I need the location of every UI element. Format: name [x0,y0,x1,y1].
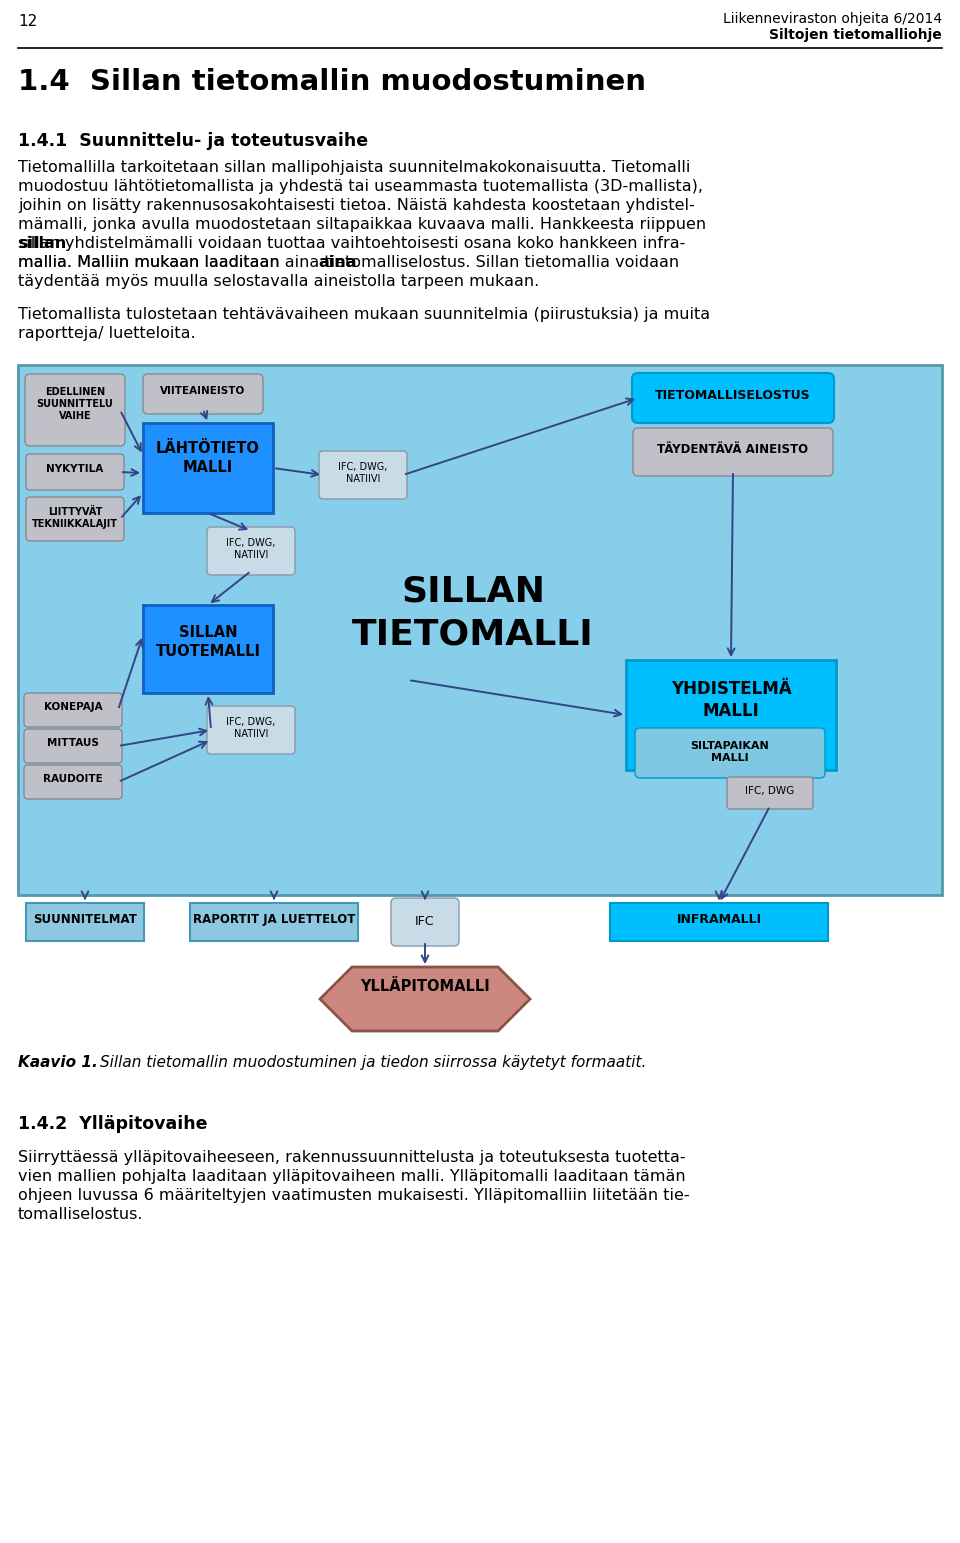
Bar [190,903,358,941]
Text: 1.4.1  Suunnittelu- ja toteutusvaihe: 1.4.1 Suunnittelu- ja toteutusvaihe [18,133,368,150]
Text: IFC, DWG,
NATIIVI: IFC, DWG, NATIIVI [227,717,276,739]
Text: mämalli, jonka avulla muodostetaan siltapaikkaa kuvaava malli. Hankkeesta riippu: mämalli, jonka avulla muodostetaan silta… [18,218,707,231]
Text: Tietomallilla tarkoitetaan sillan mallipohjaista suunnitelmakokonaisuutta. Tieto: Tietomallilla tarkoitetaan sillan mallip… [18,160,690,174]
Bar [626,660,836,770]
Text: Kaavio 1.: Kaavio 1. [18,1055,98,1069]
FancyBboxPatch shape [26,454,124,491]
Text: mallia. Malliin mukaan laaditaan aina tietomalliselostus. Sillan tietomallia voi: mallia. Malliin mukaan laaditaan aina ti… [18,255,679,270]
Bar [18,366,942,895]
Text: SILTAPAIKAN
MALLI: SILTAPAIKAN MALLI [690,741,769,762]
FancyBboxPatch shape [26,497,124,542]
Text: Liikenneviraston ohjeita 6/2014: Liikenneviraston ohjeita 6/2014 [723,12,942,26]
Bar [26,903,144,941]
Text: 1.4  Sillan tietomallin muodostuminen: 1.4 Sillan tietomallin muodostuminen [18,68,646,96]
Bar [143,423,273,512]
Text: 12: 12 [18,14,37,29]
Text: RAUDOITE: RAUDOITE [43,775,103,784]
Text: raportteja/ luetteloita.: raportteja/ luetteloita. [18,326,196,341]
FancyBboxPatch shape [632,373,834,423]
Text: MITTAUS: MITTAUS [47,738,99,748]
Text: Tietomallista tulostetaan tehtävävaiheen mukaan suunnitelmia (piirustuksia) ja m: Tietomallista tulostetaan tehtävävaiheen… [18,307,710,322]
FancyBboxPatch shape [319,451,407,498]
FancyBboxPatch shape [143,373,263,414]
FancyBboxPatch shape [24,765,122,799]
Text: YLLÄPITOMALLI: YLLÄPITOMALLI [360,978,490,994]
FancyBboxPatch shape [25,373,125,446]
FancyBboxPatch shape [391,898,459,946]
Text: SUUNNITELMAT: SUUNNITELMAT [33,913,137,926]
Text: KONEPAJA: KONEPAJA [44,702,103,711]
Text: SILLAN
TIETOMALLI: SILLAN TIETOMALLI [352,576,594,651]
Text: ohjeen luvussa 6 määriteltyjen vaatimusten mukaisesti. Ylläpitomalliin liitetään: ohjeen luvussa 6 määriteltyjen vaatimust… [18,1188,689,1204]
Text: IFC: IFC [416,915,435,927]
Text: LIITTYVÄT
TEKNIIKKALAJIT: LIITTYVÄT TEKNIIKKALAJIT [32,508,118,529]
Text: LÄHTÖTIETO
MALLI: LÄHTÖTIETO MALLI [156,441,260,475]
Text: VIITEAINEISTO: VIITEAINEISTO [160,386,246,397]
FancyBboxPatch shape [207,707,295,755]
Text: sillan: sillan [18,236,66,252]
Text: 1.4.2  Ylläpitovaihe: 1.4.2 Ylläpitovaihe [18,1116,207,1133]
Text: Siltojen tietomalliohje: Siltojen tietomalliohje [769,28,942,42]
FancyBboxPatch shape [24,728,122,762]
Polygon shape [320,967,530,1031]
Bar [610,903,828,941]
Text: NYKYTILA: NYKYTILA [46,464,104,474]
Text: sillan yhdistelmämalli voidaan tuottaa vaihtoehtoisesti osana koko hankkeen infr: sillan yhdistelmämalli voidaan tuottaa v… [18,236,685,252]
Text: täydentää myös muulla selostavalla aineistolla tarpeen mukaan.: täydentää myös muulla selostavalla ainei… [18,275,540,289]
Text: mallia. Malliin mukaan laaditaan: mallia. Malliin mukaan laaditaan [18,255,285,270]
Text: vien mallien pohjalta laaditaan ylläpitovaiheen malli. Ylläpitomalli laaditaan t: vien mallien pohjalta laaditaan ylläpito… [18,1170,685,1183]
Text: IFC, DWG,
NATIIVI: IFC, DWG, NATIIVI [338,461,388,485]
Text: TÄYDENTÄVÄ AINEISTO: TÄYDENTÄVÄ AINEISTO [658,443,808,457]
FancyBboxPatch shape [633,427,833,475]
FancyBboxPatch shape [635,728,825,778]
Text: Siirryttäessä ylläpitovaiheeseen, rakennussuunnittelusta ja toteutuksesta tuotet: Siirryttäessä ylläpitovaiheeseen, rakenn… [18,1150,685,1165]
Text: joihin on lisätty rakennusosakohtaisesti tietoa. Näistä kahdesta koostetaan yhdi: joihin on lisätty rakennusosakohtaisesti… [18,198,695,213]
Text: INFRAMALLI: INFRAMALLI [677,913,761,926]
Text: IFC, DWG,
NATIIVI: IFC, DWG, NATIIVI [227,539,276,560]
FancyBboxPatch shape [727,778,813,809]
Text: IFC, DWG: IFC, DWG [745,785,795,796]
Text: RAPORTIT JA LUETTELOT: RAPORTIT JA LUETTELOT [193,913,355,926]
FancyBboxPatch shape [24,693,122,727]
Text: Sillan tietomallin muodostuminen ja tiedon siirrossa käytetyt formaatit.: Sillan tietomallin muodostuminen ja tied… [100,1055,646,1069]
Text: TIETOMALLISELOSTUS: TIETOMALLISELOSTUS [655,389,811,403]
Text: SILLAN
TUOTEMALLI: SILLAN TUOTEMALLI [156,625,260,659]
Text: tomalliselostus.: tomalliselostus. [18,1207,143,1222]
Text: aina: aina [318,255,356,270]
Text: YHDISTELMÄ
MALLI: YHDISTELMÄ MALLI [671,680,791,721]
FancyBboxPatch shape [207,528,295,576]
Bar [143,605,273,693]
Text: EDELLINEN
SUUNNITTELU
VAIHE: EDELLINEN SUUNNITTELU VAIHE [36,387,113,421]
Text: muodostuu lähtötietomallista ja yhdestä tai useammasta tuotemallista (3D-mallist: muodostuu lähtötietomallista ja yhdestä … [18,179,703,194]
